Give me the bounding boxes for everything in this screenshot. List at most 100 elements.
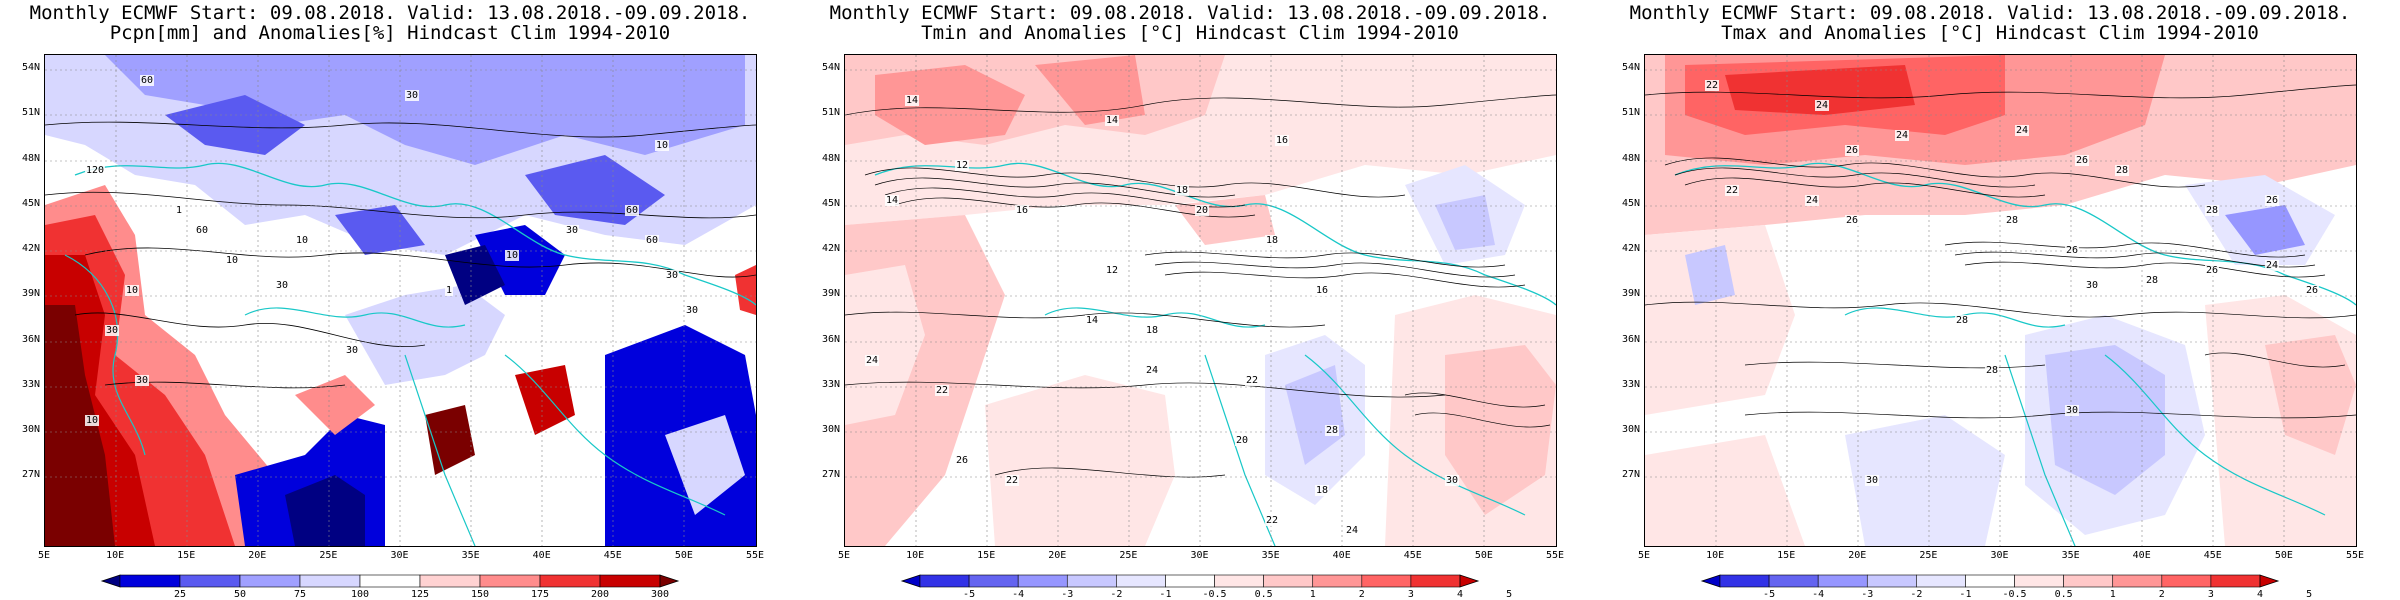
lon-tick-label: 40E	[1332, 550, 1351, 561]
contour-label: 22	[1705, 80, 1720, 91]
contour-label: 14	[1085, 315, 1100, 326]
lon-tick-label: 30E	[390, 550, 409, 561]
colorbar-low-extend	[1700, 574, 1721, 588]
contour-label: 14	[1105, 115, 1120, 126]
colorbar-label: 0.5	[2054, 589, 2073, 600]
contour-label: 30	[345, 345, 360, 356]
contour-label: 12	[955, 160, 970, 171]
colorbar-segment	[239, 574, 301, 588]
contour-label: 30	[565, 225, 580, 236]
colorbar-high-extend	[659, 574, 680, 588]
contour-label: 16	[1315, 285, 1330, 296]
colorbar-segment	[179, 574, 241, 588]
colorbar-label: -5	[1763, 589, 1776, 600]
lon-tick-label: 15E	[177, 550, 196, 561]
contour-label: 24	[1345, 525, 1360, 536]
lon-tick-label: 55E	[745, 550, 765, 561]
lon-tick-label: 35E	[461, 550, 480, 561]
contour-label: 18	[1315, 485, 1330, 496]
contour-label: 26	[2305, 285, 2320, 296]
contour-label: 10	[125, 285, 140, 296]
lat-tick-label: 51N	[1621, 107, 1640, 118]
lat-tick-label: 48N	[1621, 153, 1640, 164]
contour-label: 28	[1955, 315, 1970, 326]
lon-tick-label: 20E	[1048, 550, 1067, 561]
colorbar-segment	[419, 574, 481, 588]
contour-label: 30	[2065, 405, 2080, 416]
colorbar-low-extend	[100, 574, 121, 588]
contour-label: 30	[1865, 475, 1880, 486]
colorbar-label: 150	[470, 589, 490, 600]
contour-label: 30	[1445, 475, 1460, 486]
colorbar-segment	[2161, 574, 2212, 588]
colorbar-label: -5	[963, 589, 976, 600]
lon-tick-label: 25E	[319, 550, 338, 561]
lon-tick-label: 25E	[1919, 550, 1938, 561]
contour-label: 18	[1145, 325, 1160, 336]
colorbar-segment	[119, 574, 181, 588]
lon-tick-label: 30E	[1990, 550, 2009, 561]
tmin-panel: Monthly ECMWF Start: 09.08.2018. Valid: …	[800, 0, 1580, 600]
lat-tick-label: 39N	[821, 288, 840, 299]
colorbar-segment	[1066, 574, 1117, 588]
contour-label: 26	[2075, 155, 2090, 166]
lon-tick-label: 50E	[2274, 550, 2293, 561]
lon-tick-label: 55E	[2345, 550, 2365, 561]
lon-tick-label: 5E	[37, 550, 51, 561]
colorbar-segment	[1965, 574, 2015, 588]
colorbar-label: 25	[173, 589, 187, 600]
colorbar-high-extend	[1459, 574, 1480, 588]
contour-label: 1	[175, 205, 184, 216]
colorbar: 25 50 75 100 125 150 175 200 300	[0, 574, 780, 600]
colorbar-segment	[1817, 574, 1868, 588]
contour-label: 10	[505, 250, 520, 261]
colorbar-segment	[599, 574, 661, 588]
colorbar-segment	[2063, 574, 2114, 588]
lon-tick-label: 15E	[977, 550, 996, 561]
panel-title: Monthly ECMWF Start: 09.08.2018. Valid: …	[1629, 2, 2351, 24]
lat-tick-label: 48N	[821, 153, 840, 164]
colorbar-label: 300	[650, 589, 670, 600]
colorbar-label: 100	[350, 589, 370, 600]
colorbar-label: -3	[1061, 589, 1074, 600]
precip-anomaly-field	[45, 55, 756, 546]
colorbar-segment	[1214, 574, 1264, 588]
contour-label: 26	[2265, 195, 2280, 206]
contour-label: 30	[405, 90, 420, 101]
contour-label: 30	[105, 325, 120, 336]
colorbar-strip	[1700, 574, 2280, 588]
contour-label: 24	[1145, 365, 1160, 376]
colorbar-label: 3	[2207, 589, 2214, 600]
panel-title: Monthly ECMWF Start: 09.08.2018. Valid: …	[29, 2, 751, 24]
colorbar-segment	[539, 574, 601, 588]
colorbar-label: -0.5	[1202, 589, 1227, 600]
lat-tick-label: 33N	[1621, 379, 1640, 390]
colorbar-label: 5	[2306, 589, 2313, 600]
contour-label: 22	[1005, 475, 1020, 486]
lon-tick-label: 40E	[2132, 550, 2151, 561]
colorbar-label: 1	[2109, 589, 2116, 600]
contour-label: 20	[1195, 205, 1210, 216]
lat-tick-label: 45N	[821, 198, 840, 209]
lat-tick-label: 39N	[21, 288, 40, 299]
contour-label: 28	[2145, 275, 2160, 286]
lon-tick-label: 45E	[1403, 550, 1422, 561]
colorbar-label: -0.5	[2002, 589, 2027, 600]
lon-tick-label: 10E	[906, 550, 925, 561]
lat-tick-label: 27N	[21, 469, 40, 480]
contour-label: 10	[225, 255, 240, 266]
panel-title: Monthly ECMWF Start: 09.08.2018. Valid: …	[829, 2, 1551, 24]
colorbar-low-extend	[900, 574, 921, 588]
contour-label: 26	[1845, 215, 1860, 226]
colorbar-segment	[1916, 574, 1966, 588]
colorbar-segment	[2112, 574, 2163, 588]
tmax-anomaly-field	[1645, 55, 2356, 546]
contour-label: 24	[1895, 130, 1910, 141]
contour-label: 22	[1265, 515, 1280, 526]
lat-tick-label: 54N	[21, 62, 40, 73]
contour-label: 30	[665, 270, 680, 281]
colorbar-label: 125	[410, 589, 430, 600]
contour-label: 24	[1815, 100, 1830, 111]
contour-label: 14	[905, 95, 920, 106]
contour-label: 22	[935, 385, 950, 396]
